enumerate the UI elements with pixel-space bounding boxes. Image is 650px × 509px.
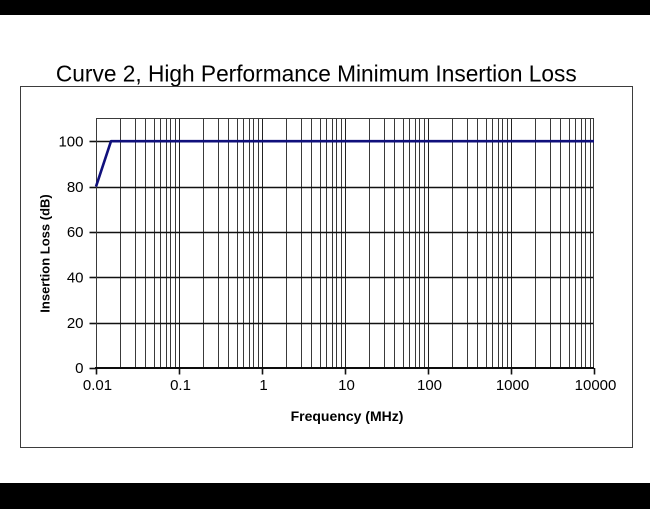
svg-text:40: 40 <box>67 269 84 286</box>
svg-text:1: 1 <box>259 377 267 394</box>
svg-text:Frequency (MHz): Frequency (MHz) <box>291 408 404 424</box>
svg-text:0.1: 0.1 <box>170 377 191 394</box>
svg-text:Insertion Loss (dB): Insertion Loss (dB) <box>38 194 53 312</box>
svg-text:60: 60 <box>67 224 84 241</box>
svg-text:0: 0 <box>75 360 83 377</box>
svg-text:100: 100 <box>417 377 442 394</box>
svg-text:Curve 2, High Performance Mini: Curve 2, High Performance Minimum Insert… <box>56 61 577 87</box>
svg-text:0.01: 0.01 <box>83 377 112 394</box>
svg-text:10: 10 <box>338 377 355 394</box>
svg-text:1000: 1000 <box>496 377 529 394</box>
svg-text:10000: 10000 <box>575 377 617 394</box>
svg-text:100: 100 <box>58 133 83 150</box>
svg-text:20: 20 <box>67 315 84 332</box>
svg-text:80: 80 <box>67 179 84 196</box>
